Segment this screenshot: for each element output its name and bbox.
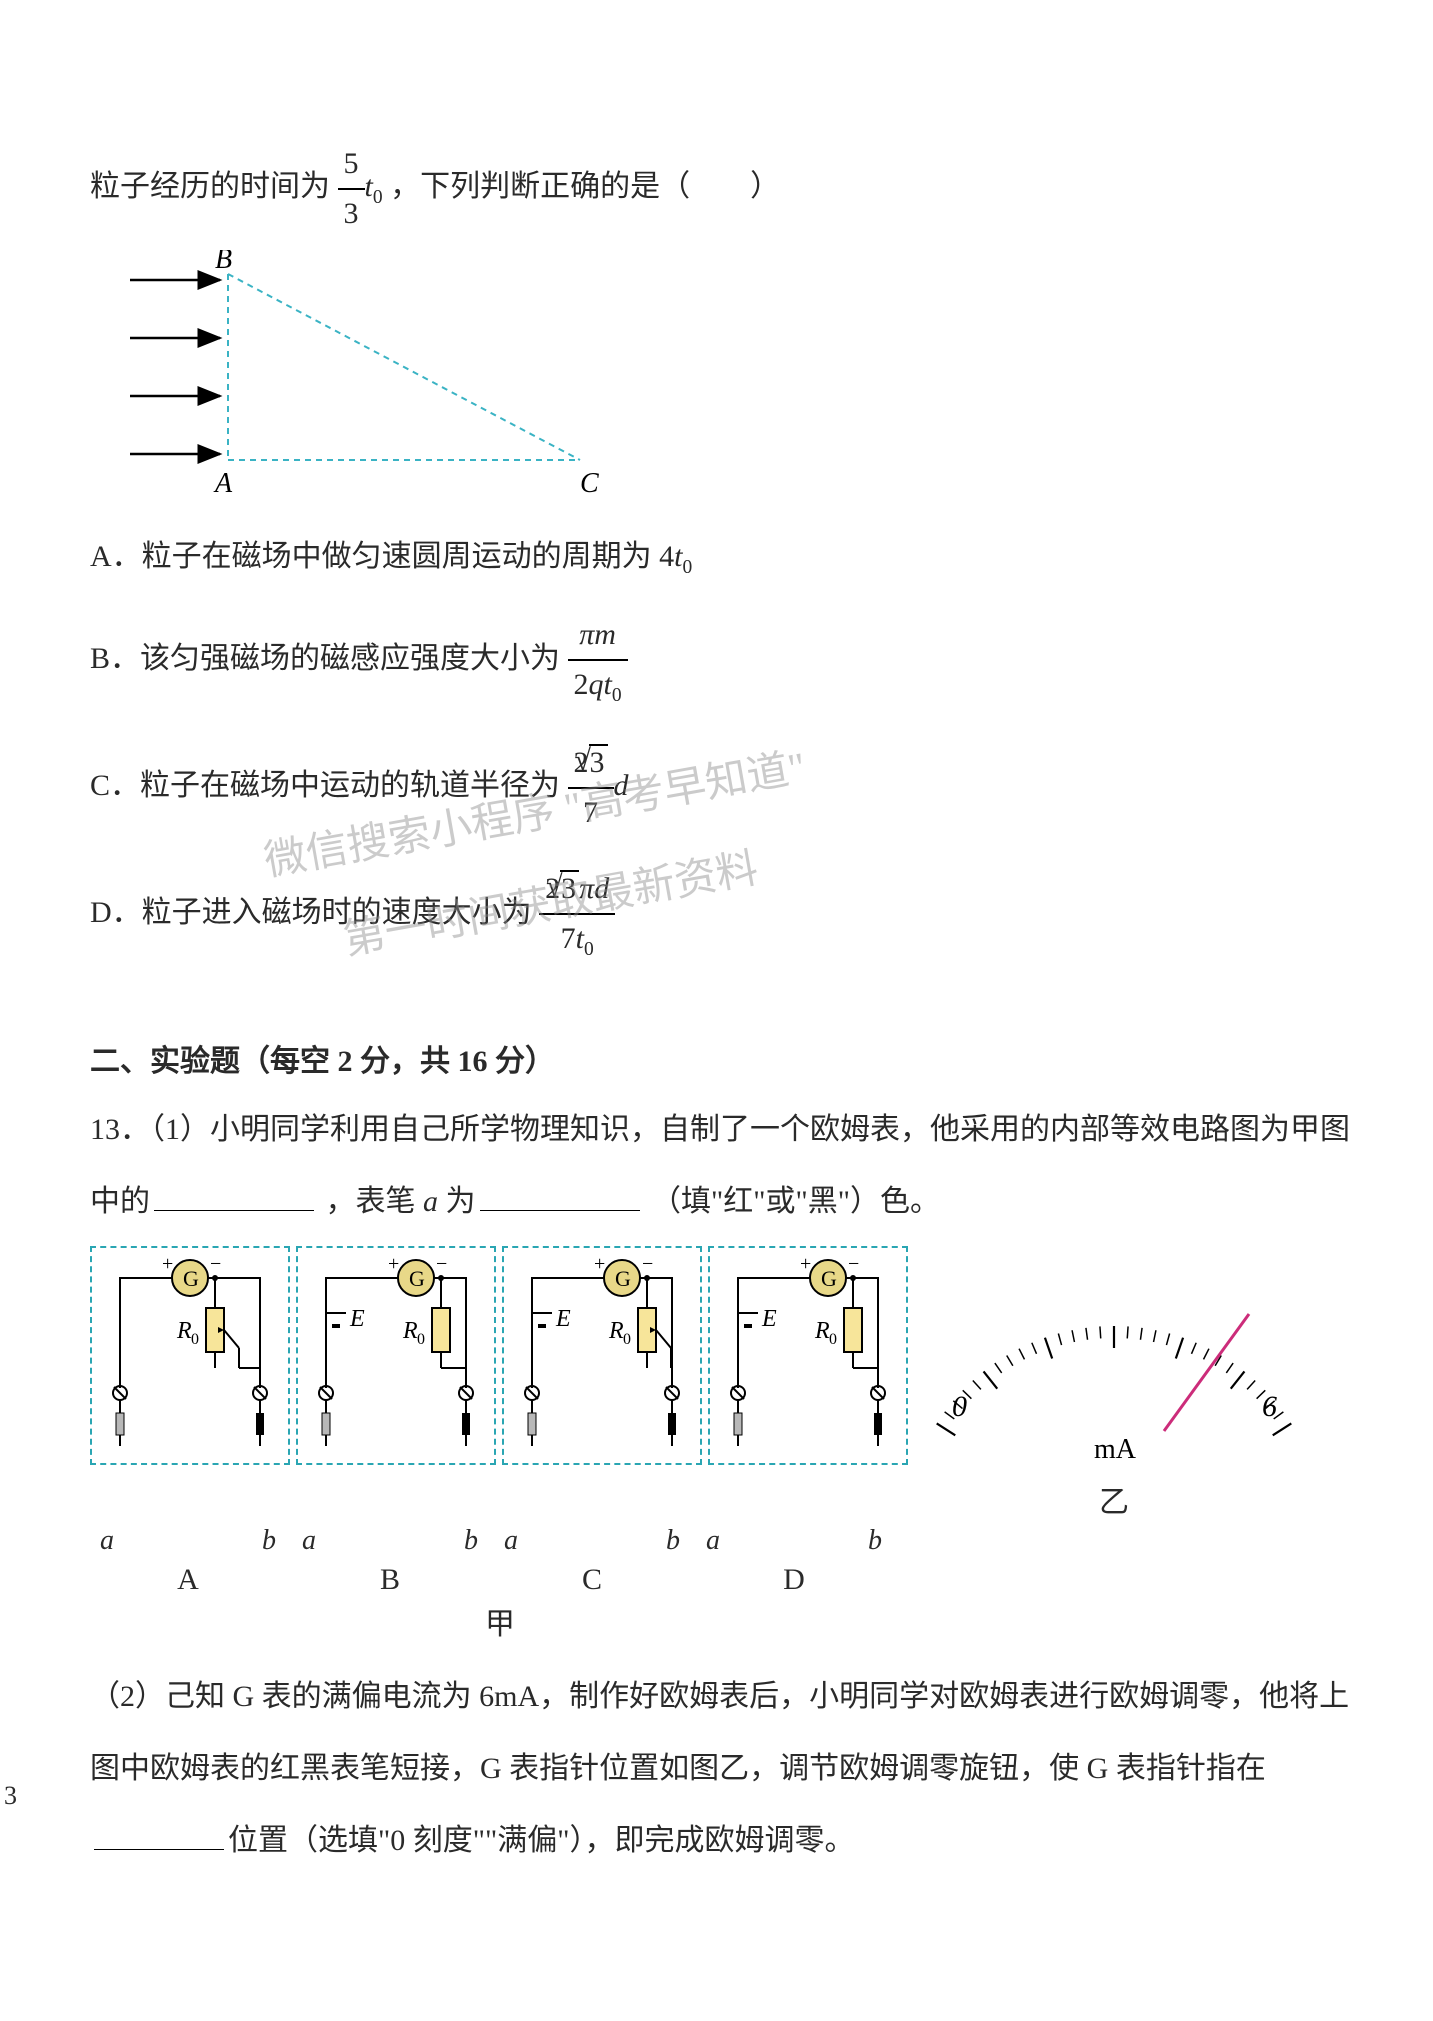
q13-p1-line1: 13．（1）小明同学利用自己所学物理知识，自制了一个欧姆表，他采用的内部等效电路…: [90, 1100, 1373, 1160]
svg-text:+: +: [800, 1258, 811, 1275]
circuit-C: G + − R0 E: [502, 1246, 702, 1465]
t0: t0: [365, 170, 383, 203]
svg-text:0: 0: [191, 1331, 199, 1348]
blank-3: [94, 1828, 224, 1850]
label-A: A: [213, 468, 233, 499]
label-jia: 甲: [90, 1599, 910, 1643]
section-2-header: 二、实验题（每空 2 分，共 16 分）: [90, 1036, 1373, 1080]
label-yi: 乙: [934, 1477, 1294, 1521]
q13-p2-line3: 位置（选填"0 刻度""满偏"），即完成欧姆调零。: [90, 1811, 1373, 1871]
circuit-D: G + − R0 E: [708, 1246, 908, 1465]
option-B: B．该匀强磁场的磁感应强度大小为 πm 2qt0: [90, 611, 1373, 711]
question-13: 13．（1）小明同学利用自己所学物理知识，自制了一个欧姆表，他采用的内部等效电路…: [90, 1100, 1373, 1871]
frac-5-3: 5 3: [338, 140, 365, 238]
gauge-zero: 0: [952, 1390, 967, 1423]
svg-text:+: +: [388, 1258, 399, 1275]
gauge-column: 0 6 mA 乙: [934, 1276, 1294, 1521]
svg-text:E: E: [555, 1306, 571, 1332]
svg-text:G: G: [821, 1266, 837, 1291]
circuits-row: G+−R0 G+−R0E G+−R0E G+−R0E 0 6 mA 乙: [90, 1246, 1373, 1521]
svg-text:R: R: [402, 1318, 418, 1344]
svg-text:R: R: [176, 1318, 192, 1344]
svg-text:R: R: [608, 1318, 624, 1344]
intro-after: ，下列判断正确的是（ ）: [390, 170, 780, 203]
svg-text:R: R: [814, 1318, 830, 1344]
svg-text:G: G: [615, 1266, 631, 1291]
intro-line: 粒子经历的时间为 5 3 t0 ，下列判断正确的是（ ）: [90, 140, 1373, 238]
circuit-B: G + − R0 E: [296, 1246, 496, 1465]
svg-text:0: 0: [417, 1331, 425, 1348]
circuit-A: G + − R0: [90, 1246, 290, 1465]
gauge-six: 6: [1262, 1390, 1277, 1423]
svg-text:0: 0: [623, 1331, 631, 1348]
svg-text:0: 0: [829, 1331, 837, 1348]
option-C: C．粒子在磁场中运动的轨道半径为 2√3 7 d: [90, 739, 1373, 837]
svg-text:E: E: [349, 1306, 365, 1332]
intro-before: 粒子经历的时间为: [90, 170, 330, 203]
label-C: C: [580, 468, 599, 499]
blank-2: [480, 1189, 640, 1211]
q13-p2-line2: 图中欧姆表的红黑表笔短接，G 表指针位置如图乙，调节欧姆调零旋钮，使 G 表指针…: [90, 1739, 1373, 1799]
gauge-svg: 0 6 mA: [934, 1276, 1294, 1466]
label-B: B: [215, 250, 232, 275]
svg-text:−: −: [436, 1258, 447, 1275]
svg-text:−: −: [210, 1258, 221, 1275]
option-A: A．粒子在磁场中做匀速圆周运动的周期为 4t0: [90, 533, 1373, 583]
page-number: 3: [4, 1781, 17, 1811]
svg-text:E: E: [761, 1306, 777, 1332]
option-D: D．粒子进入磁场时的速度大小为 2√3πd 7t0: [90, 865, 1373, 965]
svg-text:−: −: [642, 1258, 653, 1275]
svg-text:+: +: [162, 1258, 173, 1275]
triangle-diagram: B A C: [110, 250, 1373, 515]
svg-text:−: −: [848, 1258, 859, 1275]
probe-labels: ab ab ab ab: [90, 1525, 1373, 1557]
svg-text:G: G: [183, 1266, 199, 1291]
blank-1: [154, 1189, 314, 1211]
gauge-needle: [1164, 1314, 1249, 1431]
svg-text:+: +: [594, 1258, 605, 1275]
gauge-unit: mA: [1094, 1434, 1137, 1465]
q13-p2-line1: （2）己知 G 表的满偏电流为 6mA，制作好欧姆表后，小明同学对欧姆表进行欧姆…: [90, 1667, 1373, 1727]
q13-p1-line2: 中的 ，表笔 a 为 （填"红"或"黑"）色。: [90, 1172, 1373, 1232]
options-block: A．粒子在磁场中做匀速圆周运动的周期为 4t0 B．该匀强磁场的磁感应强度大小为…: [90, 533, 1373, 966]
svg-text:G: G: [409, 1266, 425, 1291]
triangle-svg: B A C: [110, 250, 630, 510]
circuit-caps: A B C D: [90, 1563, 1373, 1597]
